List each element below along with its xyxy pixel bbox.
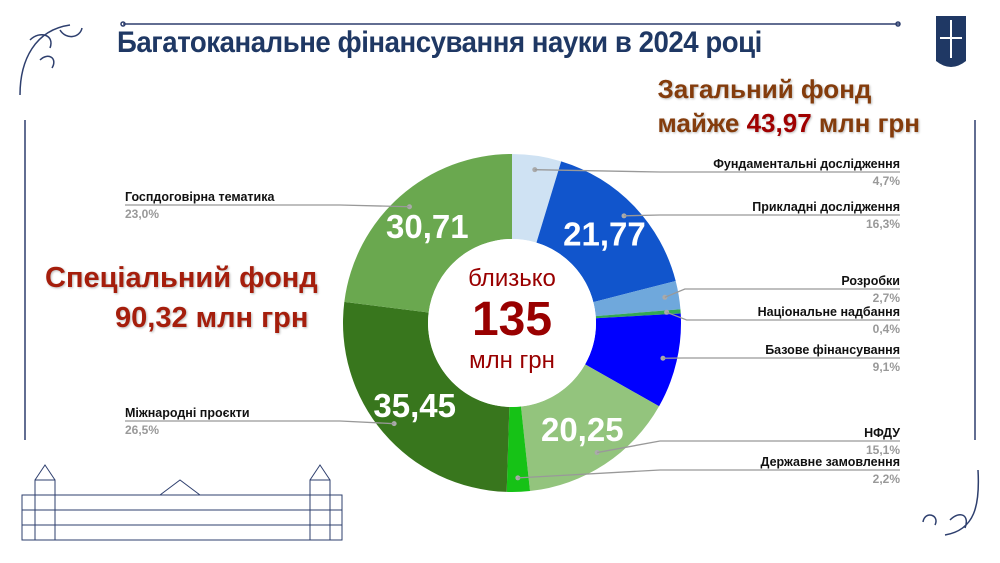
slice-label: НФДУ [864, 426, 900, 440]
university-building [21, 464, 343, 541]
slice-percent: 2,2% [873, 472, 901, 486]
center-total: 135 [471, 293, 553, 346]
special-fund-callout: Спеціальний фонд 90,32 млн грн [45, 258, 318, 338]
leader-line [125, 204, 410, 208]
slice-percent: 0,4% [873, 322, 901, 336]
slice-percent: 4,7% [873, 174, 901, 188]
slice-label: Національне надбання [758, 305, 900, 319]
donut-slice [520, 364, 660, 492]
center-unit: млн грн [469, 347, 555, 374]
slice-label: Міжнародні проєкти [125, 406, 250, 420]
slice-label: Розробки [841, 274, 900, 288]
donut-slice [536, 161, 676, 303]
special-fund-title: Спеціальний фонд [45, 262, 318, 294]
page-title: Багатоканальне фінансування науки в 2024… [117, 26, 762, 59]
general-fund-unit: млн грн [818, 108, 920, 138]
university-logo [936, 16, 966, 67]
donut-slice [512, 154, 562, 243]
donut-hole [428, 239, 596, 407]
slice-label: Госпдоговірна тематика [125, 190, 275, 204]
slice-percent: 15,1% [866, 443, 900, 457]
slice-percent: 9,1% [873, 360, 901, 374]
slice-value-label: 21,77 [563, 216, 646, 253]
slice-percent: 2,7% [873, 291, 901, 305]
donut-slice [585, 313, 681, 407]
donut-slice [344, 154, 512, 313]
slice-label: Державне замовлення [761, 455, 900, 469]
slice-value-label: 30,71 [386, 208, 469, 245]
slice-label: Базове фінансування [765, 343, 900, 357]
leader-line [534, 169, 900, 173]
leader-line [666, 311, 900, 321]
slice-percent: 16,3% [866, 217, 900, 231]
leader-line [664, 288, 900, 298]
slice-value-label: 35,45 [373, 387, 456, 424]
ornament-decorations [19, 16, 980, 541]
donut-slice [343, 301, 510, 492]
slice-percent: 23,0% [125, 207, 159, 221]
general-fund-title: Загальний фонд [657, 74, 872, 104]
donut-slice [506, 406, 531, 492]
leader-line [517, 469, 900, 479]
special-fund-amount: 90,32 млн грн [115, 302, 309, 334]
donut-slice [595, 309, 681, 319]
center-prefix: близько [468, 265, 556, 292]
slice-label: Фундаментальні дослідження [713, 157, 900, 171]
slice-label: Прикладні дослідження [752, 200, 900, 214]
general-fund-amount: 43,97 [746, 108, 812, 138]
general-fund-prefix: майже [657, 108, 740, 138]
donut-slice [593, 280, 681, 317]
general-fund-callout: Загальний фонд майже 43,97 млн грн [657, 72, 920, 140]
slice-value-label: 20,25 [541, 411, 624, 448]
leader-line [623, 214, 900, 217]
leader-line [596, 440, 900, 454]
donut-center-total: близько 135 млн грн [432, 265, 592, 375]
leader-line [125, 420, 395, 425]
slice-percent: 26,5% [125, 423, 159, 437]
